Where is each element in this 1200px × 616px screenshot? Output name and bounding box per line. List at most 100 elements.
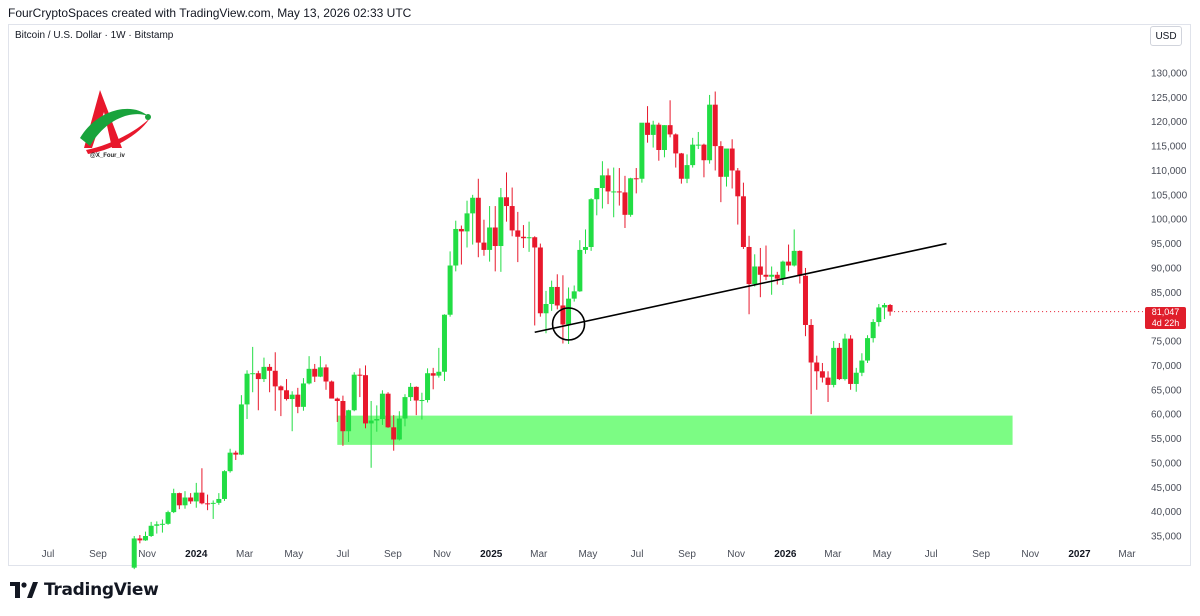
x-tick-label: Nov [138, 549, 156, 560]
candle [425, 368, 431, 403]
x-tick-label: Nov [727, 549, 745, 560]
watermark-handle: @X_Four_iv [90, 153, 125, 159]
candle-body [842, 338, 848, 380]
candle [724, 148, 730, 187]
candle [678, 152, 684, 184]
candle [306, 356, 312, 385]
candle [182, 491, 188, 509]
x-tick-label: Sep [678, 549, 696, 560]
candle-body [881, 304, 887, 308]
candle-body [159, 523, 165, 525]
candle-body [532, 237, 538, 248]
y-tick-label: 45,000 [1151, 483, 1182, 494]
candle-body [470, 197, 476, 214]
candle-body [622, 192, 628, 215]
x-tick-label: Mar [236, 549, 254, 560]
candle [250, 346, 256, 393]
candle-body [667, 125, 673, 135]
x-tick-label: Mar [1118, 549, 1136, 560]
tradingview-brand: TradingView [10, 580, 159, 600]
x-tick-label: Nov [433, 549, 451, 560]
candle-body [577, 249, 583, 292]
candle-body [661, 125, 667, 151]
x-tick-label: 2025 [480, 549, 503, 560]
candle [205, 494, 211, 511]
candle [464, 200, 470, 248]
y-tick-label: 55,000 [1151, 434, 1182, 445]
candle [752, 254, 758, 287]
candle [396, 411, 402, 441]
candle [740, 182, 746, 249]
candle [887, 304, 893, 316]
candle-body [876, 307, 882, 323]
candle [227, 448, 233, 473]
candle [289, 391, 295, 432]
candle [329, 380, 335, 399]
candle [808, 319, 814, 415]
candle-body [526, 237, 532, 239]
candle-body [571, 291, 577, 299]
candle-body [487, 227, 493, 250]
chart-frame [8, 24, 1191, 566]
candle-body [329, 381, 335, 399]
candle-body [221, 471, 227, 499]
candle [848, 335, 854, 390]
candle-body [870, 322, 876, 339]
candle [554, 274, 560, 310]
watermark-logo-icon [78, 88, 154, 166]
x-tick-label: Jul [925, 549, 938, 560]
currency-selector[interactable]: USD [1150, 26, 1182, 46]
candle [520, 225, 526, 248]
candle [831, 341, 837, 388]
y-tick-label: 90,000 [1151, 263, 1182, 274]
candle-body [278, 386, 284, 391]
candle-body [176, 493, 182, 506]
candle-body [774, 274, 780, 279]
candle [633, 168, 639, 194]
y-tick-label: 120,000 [1151, 117, 1188, 128]
candle [278, 385, 284, 417]
candle [853, 367, 859, 392]
candle [447, 251, 453, 317]
candle [334, 397, 340, 422]
candle [842, 333, 848, 381]
y-tick-label: 100,000 [1151, 215, 1188, 226]
trendline [534, 242, 947, 334]
tradingview-wordmark: TradingView [44, 580, 159, 600]
candle-body [430, 373, 436, 376]
candle-body [284, 390, 290, 400]
candle-body [802, 275, 808, 325]
candle [819, 362, 825, 383]
candle-body [261, 366, 267, 380]
candle [729, 139, 735, 189]
y-tick-label: 125,000 [1151, 93, 1188, 104]
candle-body [724, 148, 730, 177]
candle-body [656, 124, 662, 151]
candle [165, 510, 171, 525]
x-tick-label: May [578, 549, 597, 560]
candle [255, 370, 261, 411]
candle [441, 314, 447, 382]
candle-body [385, 393, 391, 428]
candle [656, 122, 662, 161]
candle-body [458, 228, 464, 232]
candle-body [351, 374, 357, 411]
candle [475, 178, 481, 258]
candle [532, 236, 538, 326]
candle [346, 409, 352, 442]
candle [797, 250, 803, 284]
candle [193, 482, 199, 508]
candle [537, 243, 543, 317]
candle [312, 363, 318, 382]
candle-body [599, 175, 605, 189]
candle-body [295, 394, 301, 407]
candle-body [492, 227, 498, 247]
candle [870, 319, 876, 343]
x-tick-label: Sep [972, 549, 990, 560]
candle [233, 450, 239, 460]
candle-body [289, 394, 295, 400]
x-tick-label: May [284, 549, 303, 560]
candle-body [453, 228, 459, 266]
candle-body [498, 197, 504, 247]
